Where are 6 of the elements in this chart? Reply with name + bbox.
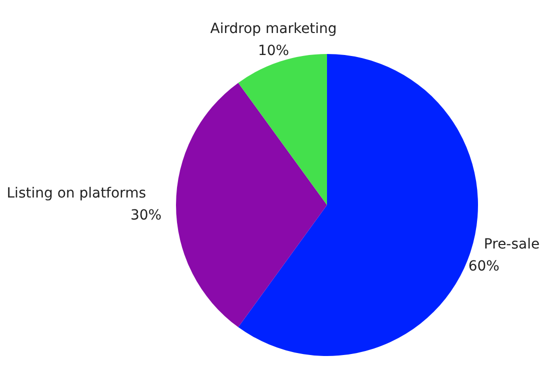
slice-label: Airdrop marketing bbox=[210, 21, 337, 38]
slice-label: Pre-sale bbox=[484, 236, 540, 253]
slice-label: Listing on platforms bbox=[6, 186, 146, 202]
data-label: 30% bbox=[130, 208, 162, 224]
data-label: 10% bbox=[258, 43, 290, 60]
data-label: 60% bbox=[468, 258, 500, 275]
